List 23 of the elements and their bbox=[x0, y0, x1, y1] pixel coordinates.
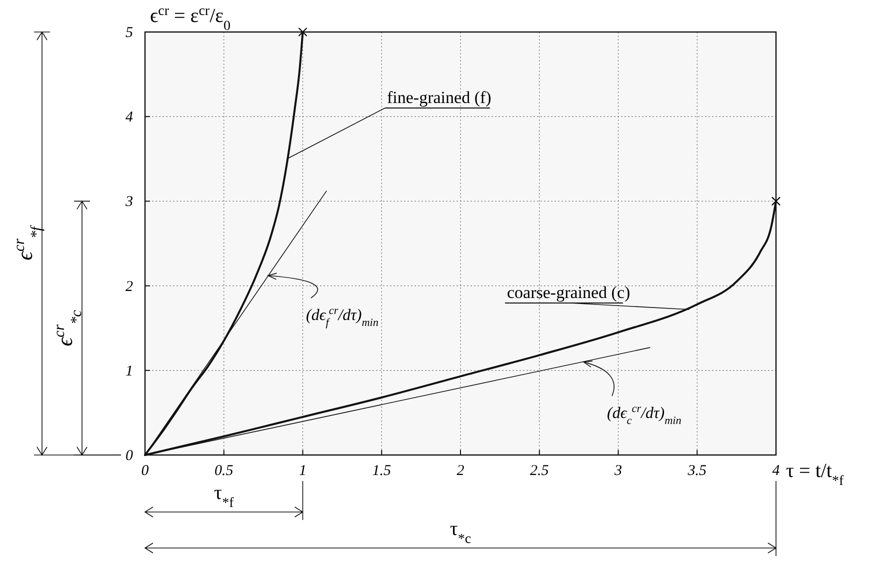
y-tick-label: 0 bbox=[126, 448, 134, 464]
annotation: (dϵ$_{c}$$^{cr}$/dτ)$_{min}$ bbox=[607, 403, 682, 427]
y-tick-label: 3 bbox=[124, 194, 133, 210]
x-tick-label: 2.5 bbox=[530, 463, 550, 479]
x-tick-label: 3.5 bbox=[686, 463, 707, 479]
annotation: (dϵ$_{f}$$^{cr}$/dτ)$_{min}$ bbox=[306, 305, 379, 329]
x-tick-label: 4 bbox=[772, 463, 780, 479]
annotation: fine-grained (f) bbox=[387, 88, 492, 107]
x-tick-label: 2 bbox=[456, 463, 465, 479]
x-tick-label: 0 bbox=[141, 463, 150, 479]
y-tick-label: 1 bbox=[126, 363, 133, 380]
x-tick-label: 1.5 bbox=[372, 463, 392, 479]
y-tick-label: 5 bbox=[126, 25, 134, 41]
x-axis-title: τ = t/t$_{*f}$ bbox=[786, 460, 844, 488]
x-tick-label: 3 bbox=[614, 463, 622, 479]
text: τ$_{*c}$ bbox=[450, 518, 472, 546]
x-tick-label: 0.5 bbox=[214, 463, 234, 479]
x-tick-label: 1 bbox=[299, 463, 306, 479]
y-axis-title: ϵ$^{cr}$ = ε$^{cr}$/ε$_{0}$ bbox=[150, 4, 231, 34]
text: τ$_{*f}$ bbox=[214, 482, 234, 510]
y-tick-label: 4 bbox=[126, 110, 134, 126]
annotation: coarse-grained (c) bbox=[507, 283, 630, 302]
y-tick-label: 2 bbox=[126, 278, 134, 295]
